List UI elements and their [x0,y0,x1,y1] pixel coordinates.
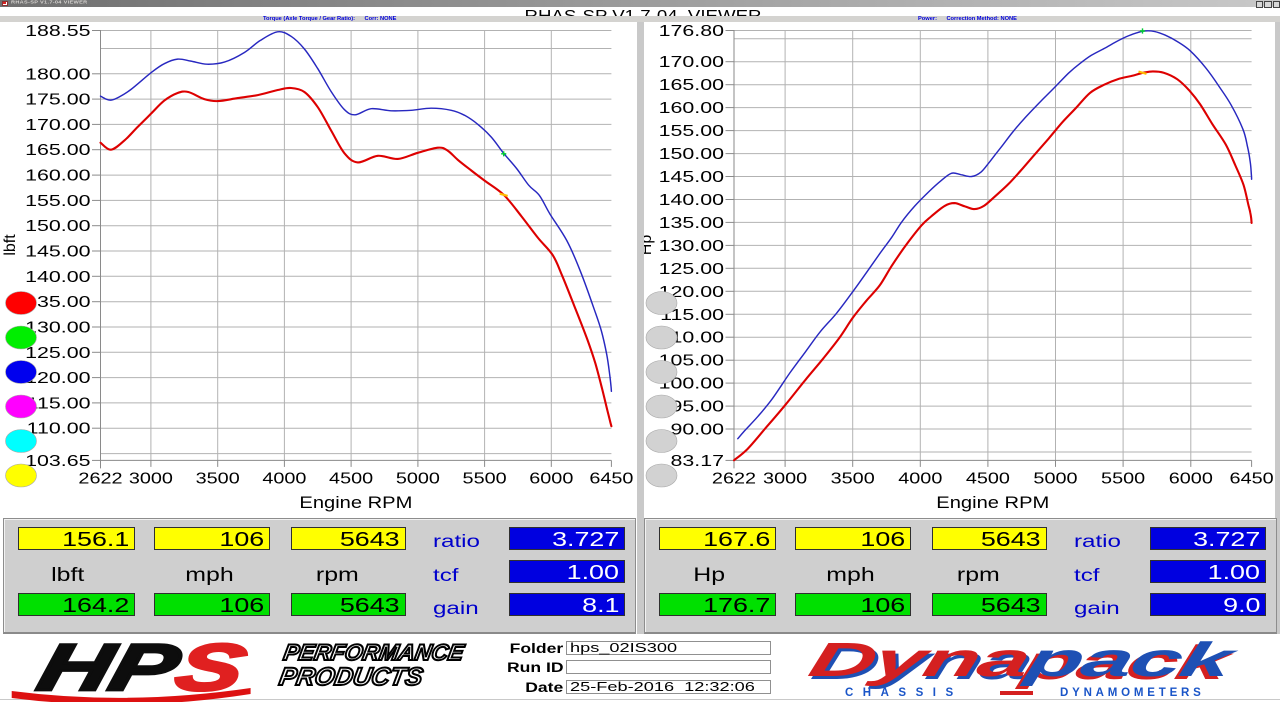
svg-text:3000: 3000 [763,471,808,488]
svg-text:135.00: 135.00 [25,294,91,311]
svg-text:95.00: 95.00 [671,399,725,416]
svg-text:165.00: 165.00 [659,77,725,94]
svg-text:130.00: 130.00 [659,238,725,255]
svg-text:150.00: 150.00 [659,146,725,163]
svg-text:6000: 6000 [529,471,574,488]
svg-text:6000: 6000 [1169,471,1214,488]
svg-text:140.00: 140.00 [659,192,725,209]
svg-text:83.17: 83.17 [671,453,725,470]
svg-text:115.00: 115.00 [27,395,91,412]
svg-text:5000: 5000 [396,471,441,488]
svg-text:3000: 3000 [129,471,174,488]
svg-text:2622: 2622 [712,471,756,488]
svg-text:130.00: 130.00 [25,320,91,337]
svg-text:165.00: 165.00 [25,142,91,159]
svg-text:135.00: 135.00 [659,215,725,232]
svg-text:5500: 5500 [1101,471,1146,488]
svg-text:90.00: 90.00 [671,422,725,439]
svg-text:lbft: lbft [2,234,19,256]
svg-text:6450: 6450 [1230,471,1275,488]
svg-text:100.00: 100.00 [659,376,725,393]
svg-text:145.00: 145.00 [25,244,91,261]
svg-text:155.00: 155.00 [25,193,91,210]
svg-text:4000: 4000 [262,471,307,488]
svg-text:4000: 4000 [898,471,943,488]
svg-text:170.00: 170.00 [25,117,91,134]
svg-text:105.00: 105.00 [659,353,725,370]
svg-text:6450: 6450 [589,471,634,488]
svg-text:125.00: 125.00 [25,345,91,362]
svg-text:2622: 2622 [78,471,122,488]
svg-text:160.00: 160.00 [25,168,91,185]
svg-text:155.00: 155.00 [659,123,725,140]
svg-text:3500: 3500 [831,471,876,488]
svg-text:4500: 4500 [329,471,374,488]
svg-text:115.00: 115.00 [660,307,724,324]
svg-text:180.00: 180.00 [25,66,91,83]
svg-text:176.80: 176.80 [659,23,725,40]
svg-text:5500: 5500 [463,471,508,488]
svg-text:170.00: 170.00 [659,54,725,71]
svg-text:110.00: 110.00 [27,421,91,438]
svg-text:140.00: 140.00 [25,269,91,286]
svg-text:150.00: 150.00 [25,218,91,235]
svg-text:120.00: 120.00 [25,370,91,387]
svg-text:Engine RPM: Engine RPM [936,494,1049,512]
svg-text:4500: 4500 [966,471,1011,488]
svg-text:Engine RPM: Engine RPM [299,494,412,512]
svg-text:145.00: 145.00 [659,169,725,186]
svg-text:175.00: 175.00 [25,92,91,109]
svg-text:3500: 3500 [196,471,241,488]
svg-text:5000: 5000 [1033,471,1078,488]
svg-text:120.00: 120.00 [659,284,725,301]
svg-text:103.65: 103.65 [25,453,90,470]
svg-text:160.00: 160.00 [659,100,725,117]
svg-text:188.55: 188.55 [25,23,90,40]
svg-text:125.00: 125.00 [659,261,725,278]
